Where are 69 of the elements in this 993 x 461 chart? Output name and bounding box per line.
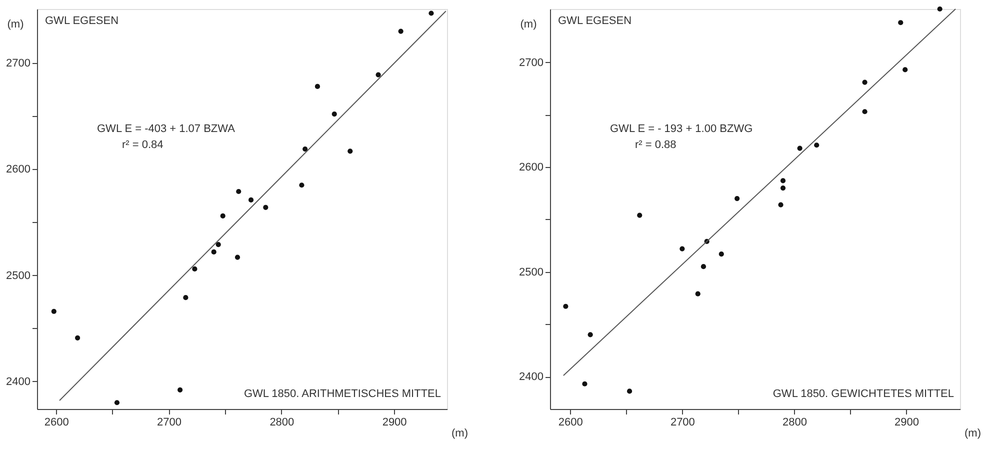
- point: [348, 148, 353, 154]
- point: [778, 202, 784, 208]
- x-tick-label: 2600: [558, 416, 583, 428]
- point: [332, 111, 337, 117]
- point: [178, 387, 183, 392]
- point: [220, 213, 226, 218]
- x-tick-label: 2900: [382, 416, 407, 428]
- point: [862, 109, 868, 114]
- point: [734, 196, 740, 202]
- point: [637, 212, 642, 218]
- annotation: GWL E = - 193 + 1.00 BZWG: [610, 123, 753, 135]
- point: [814, 142, 820, 148]
- y-tick-label: 2500: [519, 266, 544, 278]
- y-tick-label: 2700: [6, 58, 30, 70]
- point: [626, 388, 632, 394]
- y-tick-label: 2500: [6, 270, 30, 282]
- point: [797, 146, 802, 151]
- point: [588, 332, 593, 338]
- point: [582, 381, 588, 386]
- point: [937, 6, 942, 12]
- annotation: GWL E = -403 + 1.07 BZWA: [97, 123, 236, 135]
- x-tick-label: 2900: [894, 416, 919, 428]
- point: [211, 249, 216, 255]
- point: [263, 204, 268, 210]
- point: [376, 72, 381, 78]
- point: [314, 84, 320, 89]
- point: [902, 67, 908, 72]
- point: [695, 291, 700, 296]
- x-axis-title: (m): [452, 428, 468, 440]
- point: [302, 146, 308, 152]
- annotation: r² = 0.88: [635, 139, 676, 151]
- x-tick-label: 2600: [44, 416, 69, 428]
- y-axis-title: (m): [520, 18, 537, 30]
- point: [780, 186, 786, 191]
- point: [700, 264, 706, 270]
- point: [563, 304, 568, 309]
- x-tick-label: 2800: [270, 416, 294, 428]
- y-tick-label: 2600: [519, 162, 544, 174]
- point: [299, 182, 304, 188]
- point: [236, 188, 242, 194]
- point: [780, 178, 786, 184]
- annotation: GWL EGESEN: [45, 15, 119, 27]
- y-tick-label: 2600: [6, 164, 30, 176]
- x-tick-label: 2700: [670, 416, 695, 428]
- annotation: GWL EGESEN: [558, 15, 632, 27]
- y-tick-label: 2400: [6, 376, 30, 388]
- y-tick-label: 2700: [519, 56, 544, 69]
- point: [192, 266, 198, 272]
- annotation: GWL 1850. GEWICHTETES MITTEL: [772, 388, 954, 400]
- point: [862, 80, 868, 85]
- point: [114, 400, 120, 406]
- point: [183, 295, 188, 300]
- x-tick-label: 2700: [157, 416, 182, 428]
- point: [234, 254, 240, 260]
- point: [898, 20, 904, 26]
- point: [51, 308, 56, 314]
- y-tick-label: 2400: [519, 371, 544, 384]
- point: [718, 251, 724, 257]
- x-tick-label: 2800: [782, 416, 807, 428]
- point: [398, 28, 404, 34]
- x-axis-title: (m): [964, 428, 981, 440]
- point: [248, 197, 254, 203]
- point: [428, 10, 434, 16]
- point: [75, 335, 80, 340]
- point: [680, 246, 685, 252]
- y-axis-title: (m): [7, 18, 24, 30]
- annotation: GWL 1850. ARITHMETISCHES MITTEL: [244, 388, 441, 400]
- annotation: r² = 0.84: [122, 139, 164, 151]
- point: [216, 242, 221, 248]
